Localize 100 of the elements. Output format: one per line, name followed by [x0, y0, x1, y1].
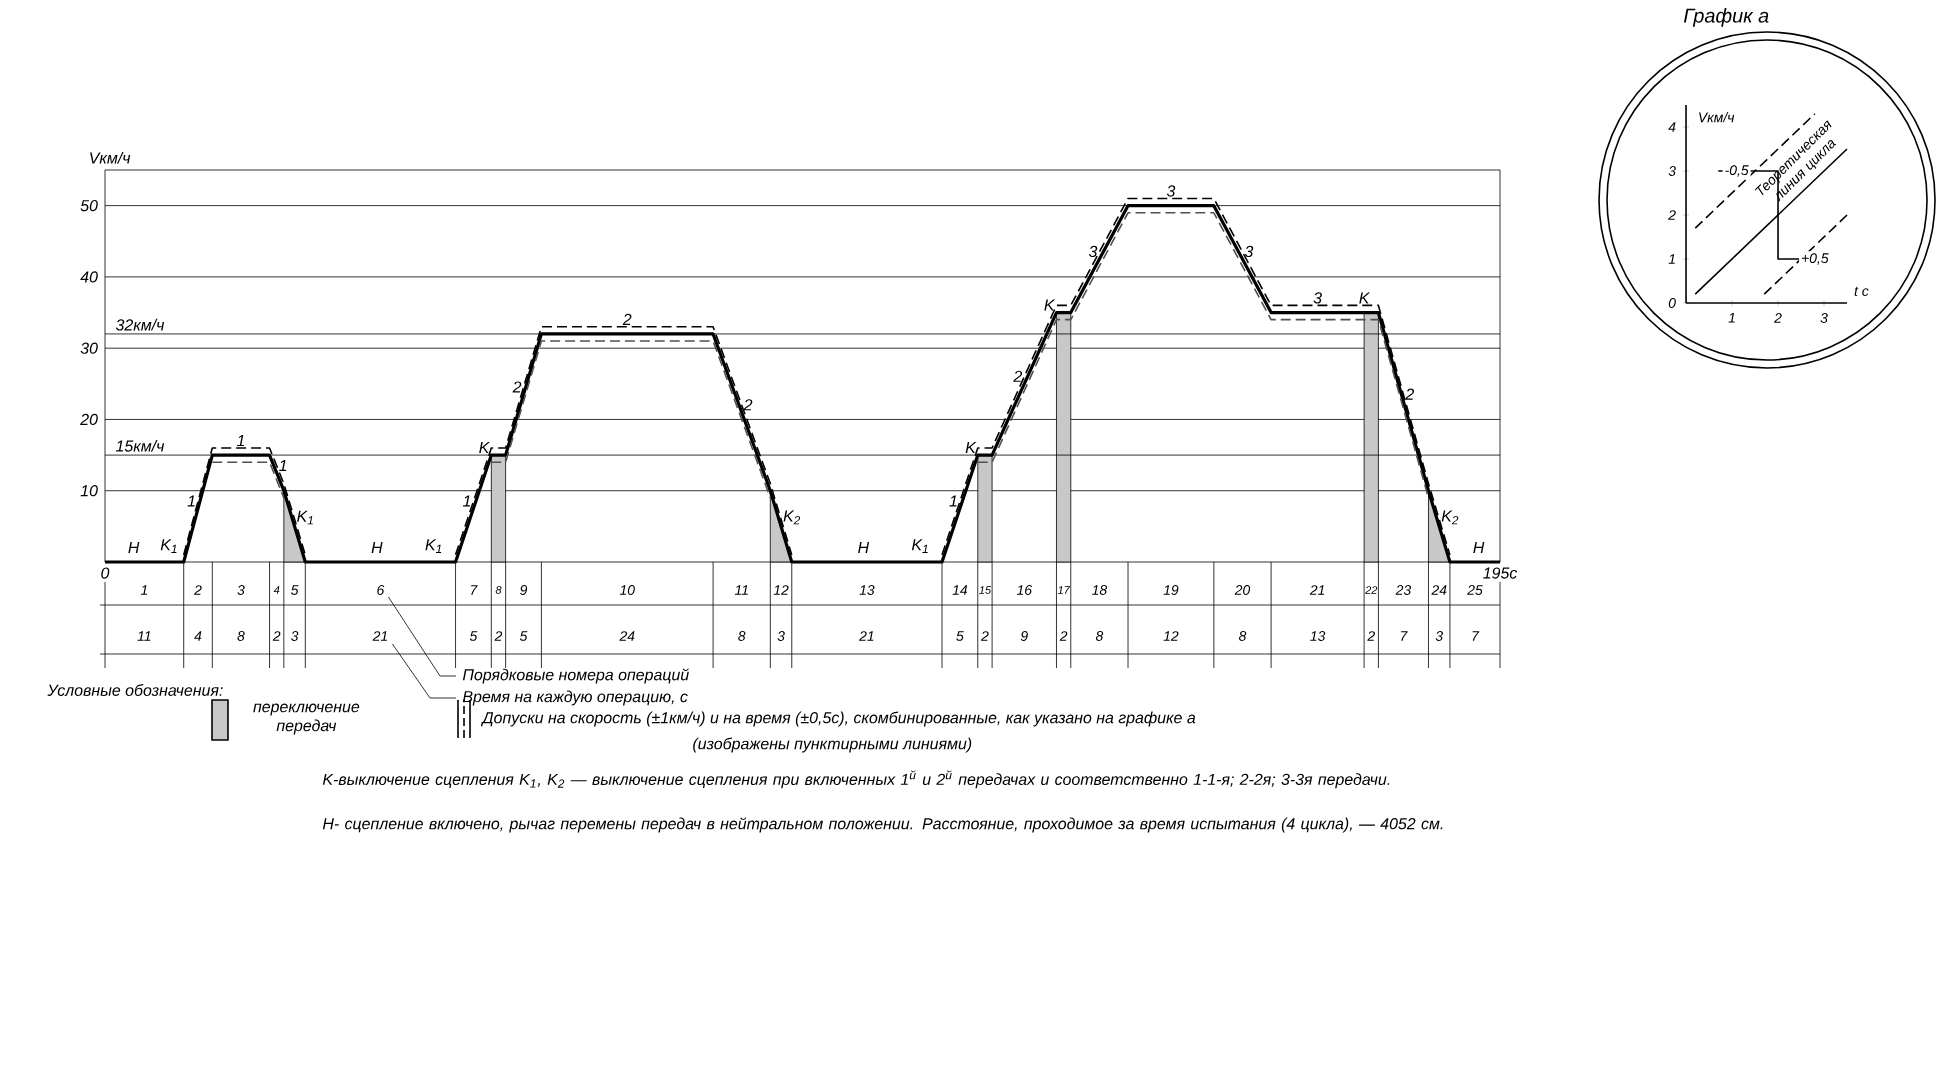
- y-tick-label: 10: [80, 485, 98, 497]
- category-label: 18: [1092, 585, 1108, 595]
- data-label: 9: [1020, 631, 1028, 641]
- annotation: 2: [1405, 388, 1415, 400]
- data-label: 2: [980, 631, 989, 641]
- annotation: K: [965, 442, 977, 454]
- data-label: 8: [1238, 631, 1247, 641]
- category-label: 4: [273, 586, 280, 594]
- category-label: 15: [979, 586, 992, 594]
- annotation: 1: [462, 495, 471, 507]
- annotation: K: [1359, 292, 1370, 304]
- data-label: 2: [272, 631, 281, 641]
- annotation: K$_{1}$: [297, 510, 313, 525]
- category-label: 6: [377, 585, 385, 595]
- data-label: 2: [1367, 631, 1375, 641]
- data-label: 7: [1401, 631, 1408, 641]
- annotation: -0,5: [1725, 165, 1749, 177]
- data-label: 3: [1435, 631, 1443, 641]
- data-label: 21: [859, 631, 874, 641]
- category-label: 20: [1234, 585, 1251, 595]
- category-label: 14: [952, 585, 968, 595]
- annotation: K: [1044, 299, 1056, 311]
- data-label: 2: [494, 631, 503, 641]
- data-label: 8: [738, 631, 746, 641]
- x-tick-label: 1: [1728, 313, 1735, 323]
- annotation: 3: [1244, 245, 1254, 258]
- category-label: 22: [1365, 586, 1378, 594]
- text: Допуски на скорость (±1км/ч) и на время (±0,5с), скомбинированные, как указано на графике а: [480, 711, 1196, 727]
- category-label: 12: [773, 585, 789, 595]
- annotation: 2: [743, 399, 753, 411]
- y-tick-label: 50: [80, 199, 98, 212]
- ref-line-label: 32км/ч: [115, 318, 165, 331]
- annotation: 1: [187, 495, 195, 507]
- annotation: 3: [1166, 185, 1176, 197]
- y-axis-title: Vкм/ч: [1699, 112, 1735, 123]
- data-label: 5: [469, 631, 478, 641]
- data-label: 21: [372, 631, 387, 641]
- annotation: K$_{1}$: [425, 539, 442, 553]
- chart-title: График а: [1683, 8, 1769, 27]
- data-label: 3: [777, 631, 785, 641]
- category-label: 17: [1057, 586, 1071, 594]
- y-tick-label: 0: [1668, 298, 1676, 308]
- category-label: 24: [1431, 585, 1447, 595]
- category-label: 5: [291, 585, 299, 595]
- category-label: 19: [1163, 585, 1179, 595]
- data-label: 5: [519, 631, 528, 641]
- text: K-выключение сцепления K$_{1}$, K$_{2}$ — выключение сцепления при включенных 1$^{й}$ и 2$^{й}$ передачах и соответственно 1-1-я; 2-2я; 3-3я передачи.: [322, 770, 1390, 789]
- text: (изображены пунктирными линиями): [693, 737, 972, 753]
- annotation: 3: [1088, 245, 1098, 258]
- y-tick-label: 4: [1668, 122, 1676, 132]
- category-label: 11: [734, 585, 748, 595]
- annotation: 1: [279, 459, 287, 471]
- category-label: 23: [1395, 585, 1412, 595]
- text: H- сцепление включено, рычаг перемены передач в нейтральном положении. Расстояние, проходимое за время испытания (4 цикла), — 4052 см.: [322, 817, 1443, 833]
- annotation: K$_{1}$: [160, 539, 177, 553]
- data-label: 5: [956, 631, 964, 641]
- category-label: 1: [140, 585, 148, 595]
- y-tick-label: 30: [80, 342, 98, 354]
- category-label: 10: [619, 585, 635, 595]
- annotation: 2: [512, 381, 522, 393]
- data-label: 24: [619, 631, 635, 641]
- data-label: 2: [1059, 631, 1068, 641]
- category-label: 7: [470, 585, 478, 595]
- data-label: 8: [1095, 631, 1104, 641]
- category-label: 2: [194, 585, 202, 595]
- y-axis-title: Vкм/ч: [90, 151, 131, 164]
- annotation: 3: [1313, 292, 1322, 304]
- category-label: 21: [1309, 585, 1325, 595]
- y-tick-label: 1: [1668, 254, 1675, 264]
- annotation: H: [1473, 542, 1485, 553]
- data-label: 4: [194, 631, 202, 641]
- annotation: K: [479, 442, 490, 454]
- y-tick-label: 2: [1668, 210, 1676, 220]
- ref-line-label: 15км/ч: [115, 439, 165, 452]
- data-label: 3: [291, 631, 299, 641]
- category-label: 13: [859, 585, 875, 595]
- category-label: 8: [495, 586, 502, 594]
- data-label: 8: [237, 631, 245, 641]
- y-tick-label: 40: [80, 271, 98, 283]
- annotation: K$_{1}$: [911, 539, 928, 553]
- annotation: K$_{2}$: [783, 510, 801, 525]
- annotation: +0,5: [1801, 253, 1829, 265]
- category-label: 3: [237, 585, 245, 595]
- x-tick-label: 2: [1774, 313, 1782, 323]
- annotation: 1: [236, 435, 245, 447]
- data-label: 13: [1310, 631, 1326, 641]
- annotation: 1: [949, 495, 957, 507]
- annotation: H: [858, 542, 870, 553]
- annotation: H: [128, 542, 140, 553]
- x-tick-label: 195с: [1483, 567, 1518, 579]
- category-label: 25: [1467, 585, 1483, 595]
- text: Время на каждую операцию, с: [462, 690, 688, 706]
- text: переключение передач: [253, 703, 360, 735]
- y-tick-label: 3: [1668, 166, 1676, 176]
- data-label: 7: [1472, 631, 1480, 641]
- annotation: H: [371, 542, 383, 553]
- y-tick-label: 20: [80, 413, 98, 426]
- annotation: 2: [1013, 370, 1023, 382]
- annotation: K$_{2}$: [1441, 510, 1459, 525]
- data-label: 11: [137, 631, 151, 641]
